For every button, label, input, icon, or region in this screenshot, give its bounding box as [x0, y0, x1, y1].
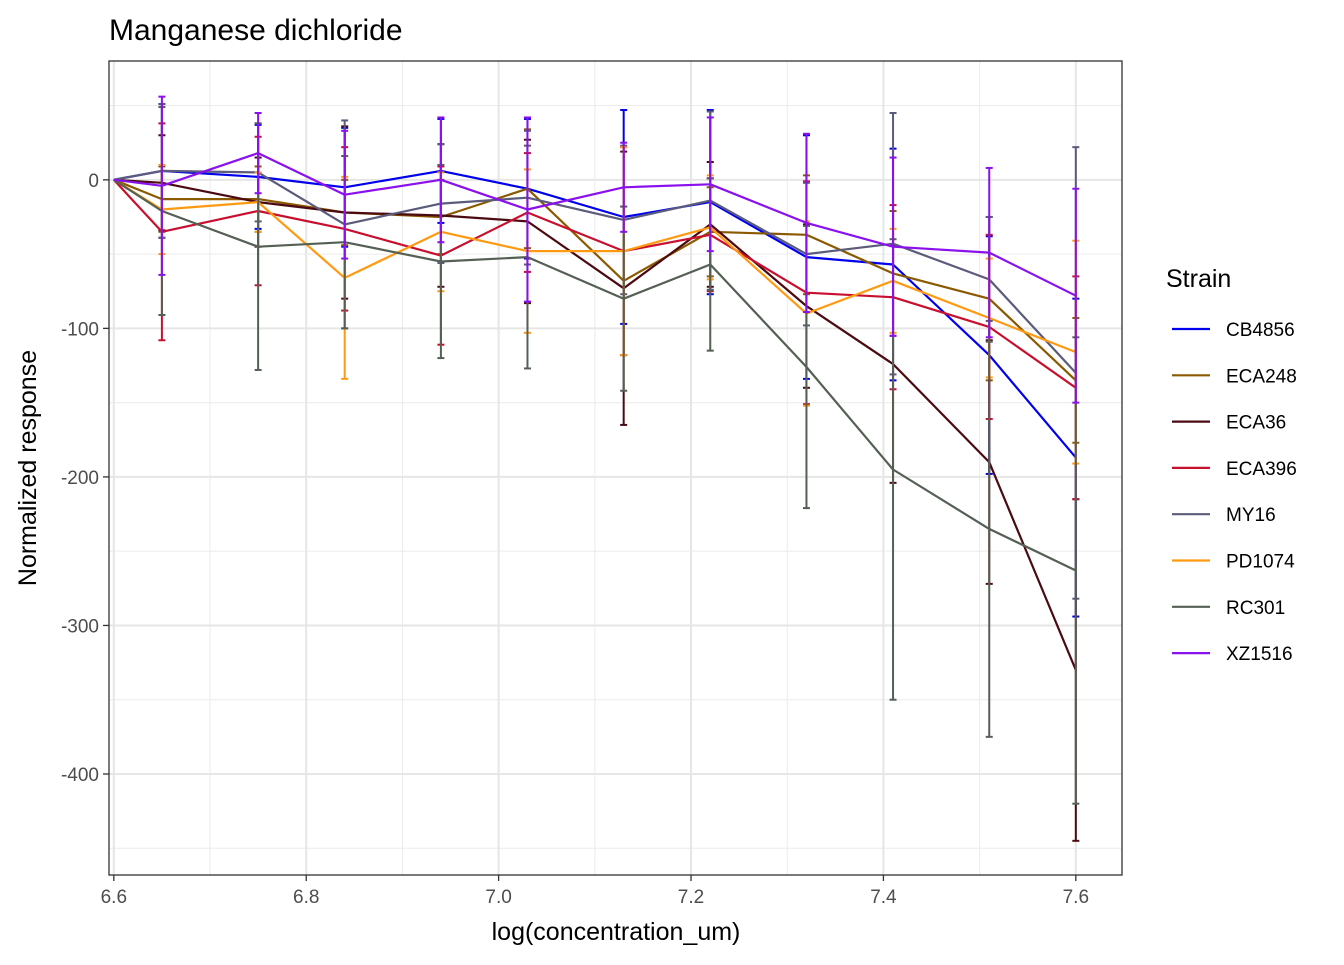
panel-border	[108, 60, 1123, 876]
legend-item-ECA36: ECA36	[1172, 413, 1286, 434]
chart-title: Manganese dichloride	[109, 14, 403, 47]
plot-background	[109, 61, 1122, 875]
series-line	[113, 152, 1077, 297]
y-tick-label: -300	[61, 616, 99, 637]
legend: Strain CB4856 ECA248 ECA36 ECA396 MY16 PD1074…	[1166, 265, 1297, 665]
series-line	[113, 178, 1077, 354]
legend-label: ECA396	[1226, 459, 1297, 480]
legend-label: CB4856	[1226, 320, 1295, 341]
x-tick-label: 7.4	[870, 887, 897, 908]
panel-frame	[108, 60, 1123, 876]
y-tick-label: -200	[61, 468, 99, 489]
series-line	[113, 169, 1077, 374]
legend-item-MY16: MY16	[1172, 505, 1276, 526]
legend-label: ECA36	[1226, 413, 1286, 434]
y-tick-label: 0	[88, 171, 99, 192]
y-tick-label: -100	[61, 319, 99, 340]
series-line	[113, 178, 1077, 671]
legend-item-PD1074: PD1074	[1172, 552, 1295, 573]
legend-item-CB4856: CB4856	[1172, 320, 1295, 341]
legend-item-RC301: RC301	[1172, 598, 1285, 619]
y-tick-label: -400	[61, 765, 99, 786]
x-tick-label: 6.6	[101, 887, 127, 908]
legend-item-ECA248: ECA248	[1172, 366, 1297, 387]
plot-panel	[109, 61, 1122, 875]
y-axis: -400 -300 -200 -100 0	[61, 171, 109, 786]
series-line	[112, 179, 1077, 389]
series-XZ1516	[113, 95, 1080, 404]
legend-item-XZ1516: XZ1516	[1172, 644, 1293, 665]
x-tick-label: 7.0	[485, 887, 511, 908]
series-line	[113, 169, 1077, 459]
x-axis: 6.6 6.8 7.0 7.2 7.4 7.6	[101, 875, 1089, 908]
legend-label: ECA248	[1226, 366, 1297, 387]
legend-label: XZ1516	[1226, 644, 1293, 665]
x-tick-label: 7.2	[678, 887, 704, 908]
x-tick-label: 7.6	[1063, 887, 1089, 908]
legend-label: PD1074	[1226, 552, 1295, 573]
legend-label: RC301	[1226, 598, 1285, 619]
grid-lines	[109, 61, 1122, 875]
y-axis-label: Normalized response	[14, 350, 42, 586]
x-axis-label: log(concentration_um)	[492, 918, 741, 946]
legend-title: Strain	[1166, 265, 1231, 293]
legend-label: MY16	[1226, 505, 1276, 526]
series-layer	[112, 95, 1080, 842]
x-tick-label: 6.8	[293, 887, 319, 908]
legend-item-ECA396: ECA396	[1172, 459, 1297, 480]
series-line	[113, 178, 1077, 572]
